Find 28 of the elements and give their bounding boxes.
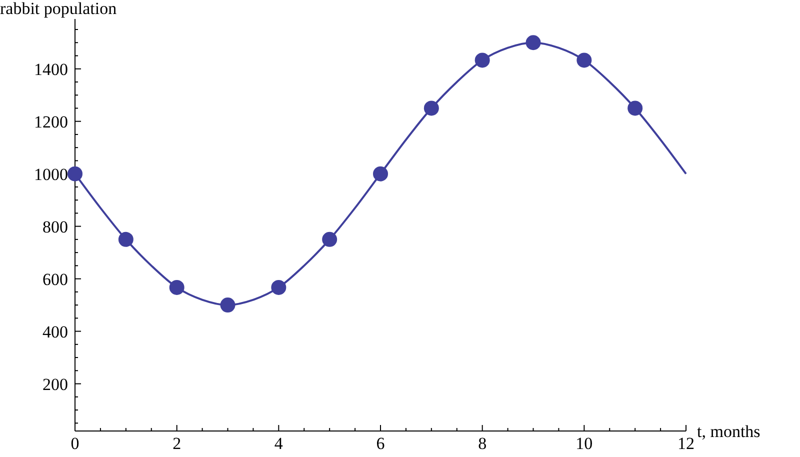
point [576,52,592,68]
y-tick-label: 1400 [34,60,68,79]
x-tick-label: 4 [274,434,284,453]
y-axis-title: rabbit population [0,0,118,18]
y-tick-label: 600 [42,270,68,289]
y-tick-label: 800 [42,217,68,236]
point [628,100,643,116]
point [220,298,236,313]
point [271,280,286,295]
point [118,232,134,247]
y-tick-label: 1000 [34,164,68,184]
x-tick-label: 0 [70,434,80,453]
x-tick-label: 2 [172,434,182,453]
y-tick-label: 200 [42,374,68,394]
point [474,52,490,68]
x-axis-title: t, months [697,422,760,441]
x-tick-label: 10 [576,434,593,453]
point [169,280,184,295]
x-tick-label: 6 [376,434,385,453]
point [526,35,541,50]
point [373,166,388,182]
x-tick-label: 12 [678,434,694,453]
point [68,166,82,182]
y-tick-label: 400 [42,322,68,342]
point [424,100,439,116]
y-tick-label: 1200 [34,112,68,132]
point [322,232,338,247]
x-tick-label: 8 [478,434,487,453]
